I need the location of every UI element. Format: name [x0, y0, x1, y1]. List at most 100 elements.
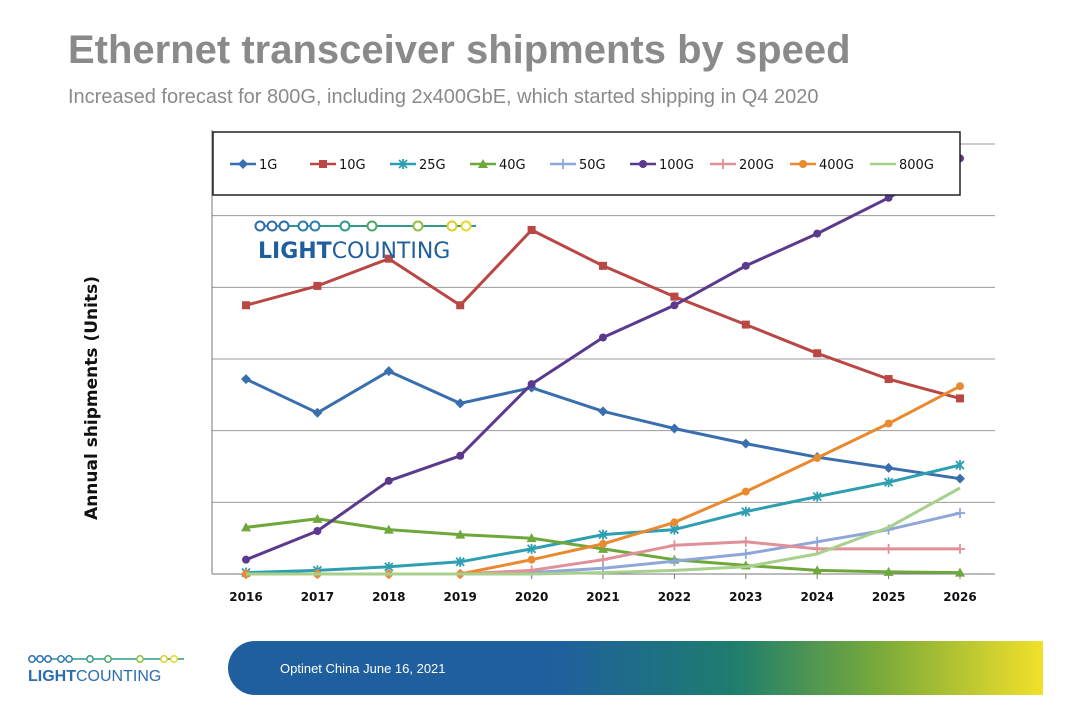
x-tick-label: 2023 — [729, 590, 762, 604]
data-point-1g — [883, 462, 894, 473]
page-title: Ethernet transceiver shipments by speed — [68, 28, 851, 72]
data-point-1g — [241, 374, 251, 385]
data-point-50g — [955, 508, 965, 519]
data-point-400g — [956, 382, 964, 391]
series-line-800g — [246, 486, 961, 576]
data-point-100g — [384, 476, 393, 485]
x-tick-labels: 2016 2017 2018 2019 2020 2021 2022 2023 2024 2025… — [229, 574, 977, 604]
legend-marker — [319, 160, 327, 168]
data-point-40g — [526, 533, 537, 543]
data-point-400g — [527, 555, 536, 564]
series-800g — [246, 486, 961, 576]
data-point-200g — [883, 543, 894, 554]
legend-item-400g: 400G — [790, 158, 854, 173]
data-point-400g — [884, 419, 893, 428]
data-point-100g — [813, 229, 822, 238]
data-point-200g — [955, 543, 965, 554]
data-point-200g — [598, 554, 608, 565]
data-point-40g — [383, 524, 394, 534]
data-point-10g — [670, 292, 679, 301]
data-point-10g — [527, 226, 536, 234]
data-point-10g — [313, 281, 322, 290]
legend-item-800g: 800G — [870, 158, 934, 173]
page-subtitle: Increased forecast for 800G, including 2… — [68, 86, 819, 108]
data-point-400g — [670, 518, 679, 527]
footer-bar: Optinet China June 16, 2021 — [228, 641, 1043, 695]
legend-label: 10G — [339, 158, 366, 173]
legend-item-10g: 10G — [310, 158, 366, 173]
data-point-50g — [740, 548, 751, 559]
data-point-200g — [669, 540, 680, 551]
legend-label: 25G — [419, 158, 446, 173]
legend-label: 50G — [579, 158, 606, 173]
data-point-100g — [313, 527, 322, 535]
data-point-400g — [741, 487, 750, 496]
x-tick-label: 2019 — [443, 590, 476, 604]
data-point-1g — [598, 406, 608, 417]
data-point-10g — [456, 301, 465, 310]
legend-label: 1G — [259, 158, 277, 173]
data-point-10g — [741, 320, 750, 329]
data-point-100g — [242, 555, 250, 564]
data-point-1g — [383, 366, 394, 377]
data-point-10g — [384, 254, 393, 263]
legend-item-100g: 100G — [630, 158, 694, 173]
legend-item-25g: 25G — [390, 158, 446, 173]
data-point-10g — [956, 394, 964, 403]
data-point-40g — [598, 543, 608, 553]
data-point-25g — [741, 506, 751, 517]
chart-grid — [212, 143, 995, 503]
series-line-1g — [245, 369, 961, 481]
legend-item-200g: 200G — [710, 158, 774, 173]
data-point-1g — [740, 438, 751, 449]
data-point-200g — [740, 536, 751, 547]
data-point-50g — [669, 556, 680, 567]
x-tick-label: 2018 — [372, 590, 405, 604]
legend-marker — [478, 159, 488, 168]
data-point-25g — [955, 460, 965, 471]
x-tick-label: 2026 — [943, 590, 976, 604]
logo-chain-icon — [254, 220, 476, 232]
x-tick-label: 2017 — [301, 590, 334, 604]
legend-label: 400G — [819, 158, 854, 173]
data-point-25g — [526, 543, 537, 554]
data-point-1g — [312, 407, 323, 418]
x-tick-label: 2020 — [515, 590, 548, 604]
data-point-1g — [955, 473, 965, 484]
data-point-1g — [669, 423, 680, 434]
footer-logo-chain-icon — [28, 655, 184, 663]
x-tick-label: 2016 — [229, 590, 262, 604]
series-10g — [242, 226, 964, 403]
line-chart: 2016 2017 2018 2019 2020 2021 2022 2023 2024 2025… — [82, 130, 995, 604]
legend-label: 40G — [499, 158, 526, 173]
data-point-25g — [883, 477, 894, 488]
data-point-100g — [527, 380, 536, 389]
data-point-40g — [241, 522, 251, 532]
legend-marker — [398, 159, 408, 169]
x-tick-label: 2021 — [586, 590, 619, 604]
legend-marker — [558, 159, 568, 169]
legend-label: 800G — [899, 158, 934, 173]
data-point-100g — [599, 333, 607, 342]
data-point-10g — [242, 301, 250, 310]
legend-label: 200G — [739, 158, 774, 173]
x-tick-label: 2022 — [658, 590, 691, 604]
data-point-400g — [599, 539, 607, 548]
legend-marker — [718, 159, 728, 169]
x-tick-label: 2024 — [800, 590, 833, 604]
data-point-100g — [741, 261, 750, 270]
data-point-100g — [456, 451, 465, 460]
data-point-10g — [813, 349, 822, 358]
data-point-400g — [813, 453, 822, 462]
legend-item-1g: 1G — [230, 158, 277, 173]
chart-logo: LIGHTCOUNTING — [254, 220, 476, 264]
data-point-25g — [598, 529, 608, 540]
chart-logo-text: LIGHTCOUNTING — [258, 239, 450, 264]
legend-marker — [799, 160, 807, 168]
x-tick-label: 2025 — [872, 590, 905, 604]
data-point-10g — [599, 261, 607, 270]
data-point-40g — [812, 565, 823, 575]
legend-item-40g: 40G — [470, 158, 526, 173]
legend-marker — [639, 160, 647, 168]
legend-marker — [238, 159, 248, 169]
